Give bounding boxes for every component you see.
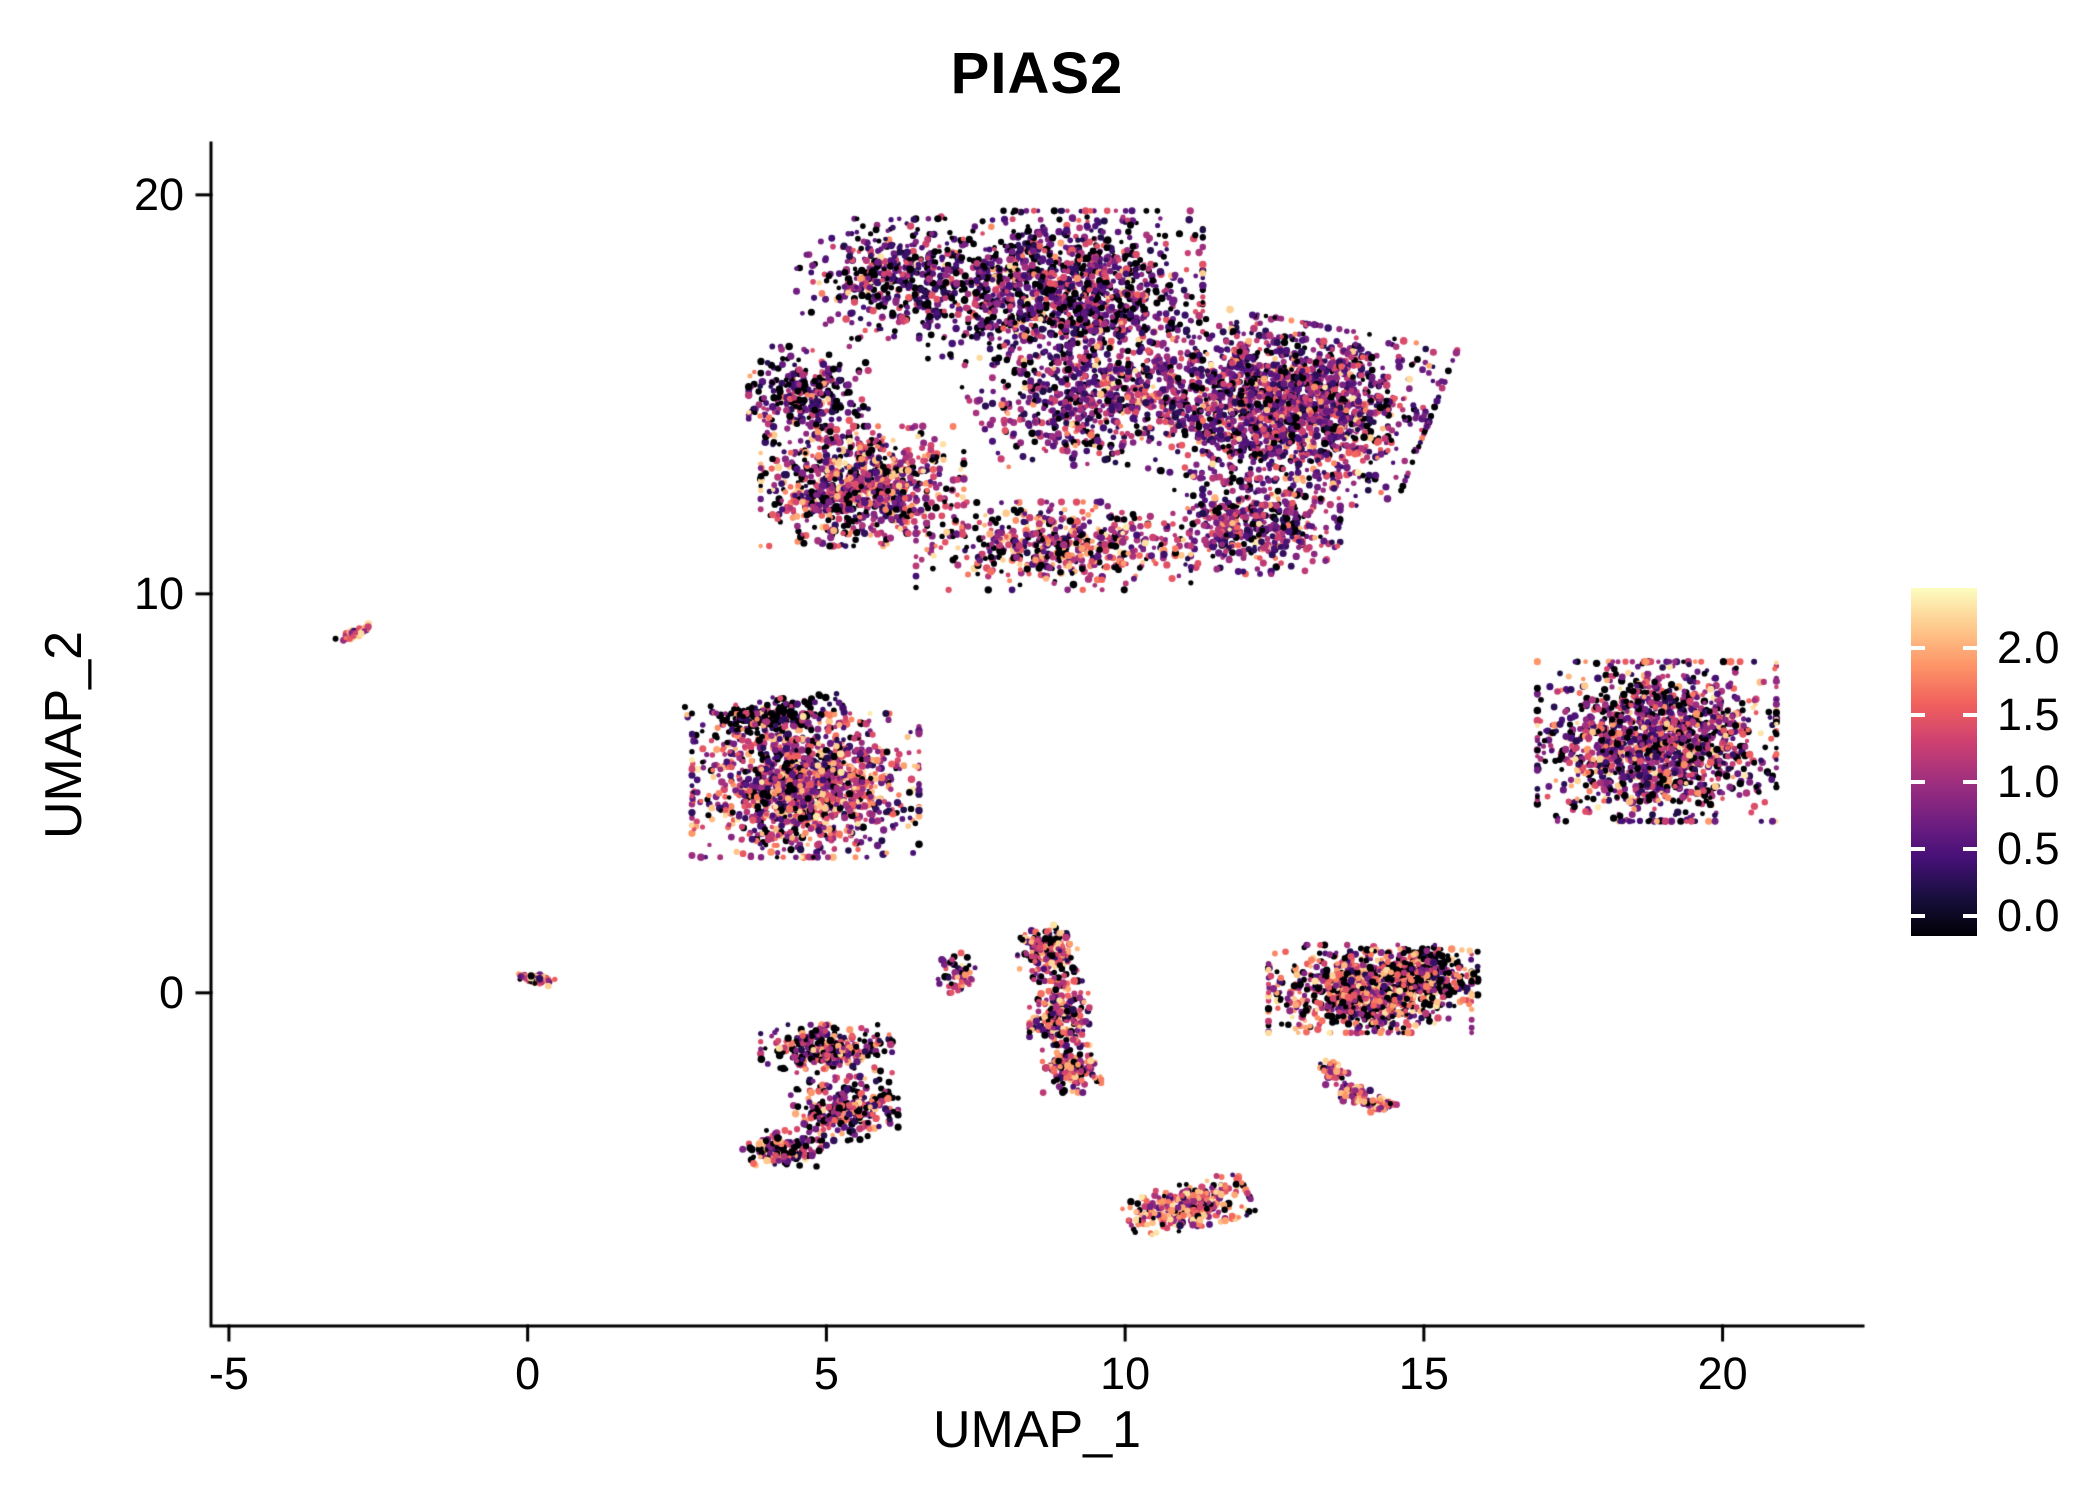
colorbar-tick-label: 0.0: [1997, 889, 2060, 941]
x-tick-label: 10: [1100, 1348, 1151, 1399]
colorbar-tick-label: 2.0: [1997, 622, 2060, 674]
colorbar-tick-mark: [1911, 646, 1925, 651]
colorbar-tick-label: 1.0: [1997, 756, 2060, 808]
colorbar-tick-mark: [1963, 713, 1977, 718]
colorbar-tick-mark: [1911, 713, 1925, 718]
x-tick-label: 20: [1697, 1348, 1748, 1399]
colorbar-tick-mark: [1963, 847, 1977, 851]
colorbar-tick-mark: [1963, 646, 1977, 651]
colorbar-tick-mark: [1911, 913, 1925, 918]
colorbar-tick-mark: [1963, 913, 1977, 918]
x-tick-label: 15: [1398, 1348, 1449, 1399]
colorbar-tick-label: 1.5: [1997, 689, 2060, 741]
x-axis-label: UMAP_1: [932, 1401, 1142, 1459]
colorbar-tick-label: 0.5: [1997, 823, 2060, 874]
colorbar-tick-mark: [1911, 780, 1925, 785]
y-tick-label: 20: [133, 168, 184, 220]
y-tick-label: 10: [133, 567, 184, 619]
x-tick-label: 5: [813, 1348, 839, 1399]
y-axis-label: UMAP_2: [35, 630, 93, 840]
y-tick-label: 0: [158, 966, 184, 1018]
colorbar-tick-mark: [1963, 780, 1977, 785]
colorbar: [1911, 588, 1977, 936]
colorbar-tick-mark: [1911, 847, 1925, 851]
x-tick-label: -5: [208, 1348, 249, 1399]
chart-title: PIAS2: [950, 41, 1124, 106]
x-tick-label: 0: [515, 1348, 541, 1399]
